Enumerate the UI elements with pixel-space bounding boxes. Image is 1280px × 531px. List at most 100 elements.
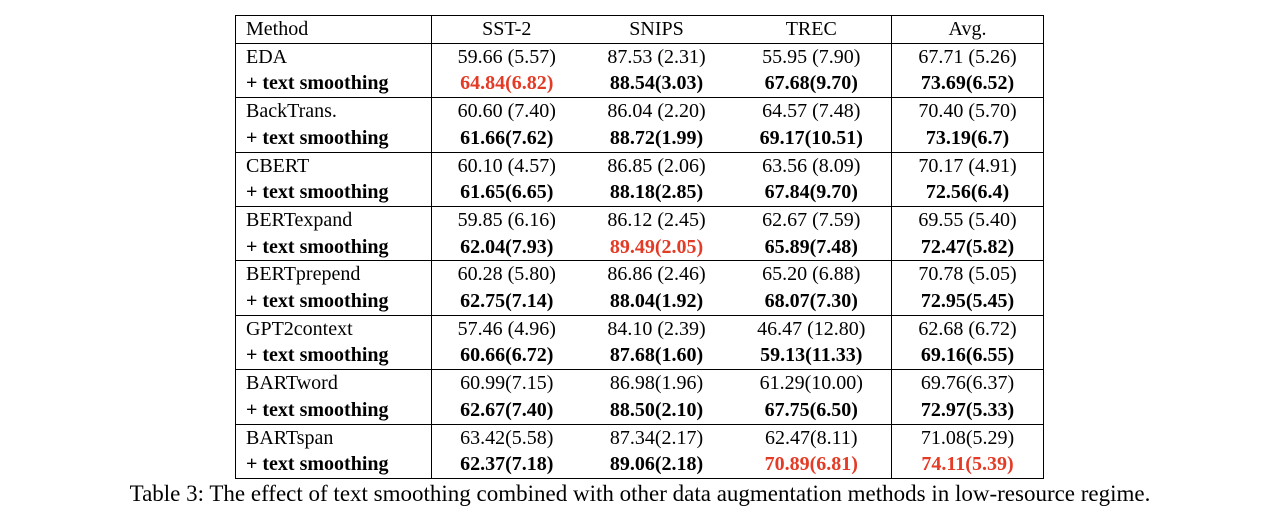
value-cell-sst2: 62.04(7.93): [460, 235, 554, 258]
method-cell: BERTexpand: [235, 206, 432, 234]
table-row: + text smoothing 60.66(6.72) 87.68(1.60) 59…: [235, 342, 1044, 370]
value-cell-snips: 86.04 (2.20): [607, 100, 706, 123]
value-cell-snips: 88.54(3.03): [609, 72, 704, 95]
value-cell-snips: 88.04(1.92): [609, 290, 704, 313]
value-cell-sst2: 60.99(7.15): [460, 372, 554, 395]
value-cell-trec: 67.75(6.50): [764, 398, 858, 421]
value-cell-snips: 87.68(1.60): [609, 344, 704, 367]
table-row: BackTrans. 60.60 (7.40) 86.04 (2.20) 64.57 …: [235, 97, 1044, 125]
value-cell-avg: 70.40 (5.70): [891, 97, 1044, 125]
value-cell-trec: 62.67 (7.59): [762, 208, 861, 231]
table-row: CBERT 60.10 (4.57) 86.85 (2.06) 63.56 (8.09…: [235, 152, 1044, 180]
value-cell-avg: 69.55 (5.40): [891, 206, 1044, 234]
column-header-avg: Avg.: [891, 15, 1044, 44]
column-header-sst2: SST-2: [482, 18, 532, 40]
value-cell-avg: 70.17 (4.91): [891, 152, 1044, 180]
table-body: EDA 59.66 (5.57) 87.53 (2.31) 55.95 (7.90) 6…: [235, 43, 1044, 479]
value-cell-trec: 64.57 (7.48): [762, 100, 861, 123]
header-row: Method SST-2 SNIPS TREC Avg.: [235, 15, 1044, 44]
table-row: + text smoothing 64.84(6.82) 88.54(3.03) 67…: [235, 70, 1044, 98]
table-row: + text smoothing 62.37(7.18) 89.06(2.18) 70…: [235, 451, 1044, 479]
value-cell-sst2: 60.66(6.72): [460, 344, 554, 367]
value-cell-snips: 86.12 (2.45): [607, 208, 706, 231]
method-cell: + text smoothing: [235, 70, 432, 98]
value-cell-sst2: 61.66(7.62): [460, 126, 554, 149]
value-cell-trec: 61.29(10.00): [759, 372, 863, 395]
method-cell: BERTprepend: [235, 260, 432, 289]
value-cell-snips: 86.85 (2.06): [607, 154, 706, 177]
value-cell-trec: 65.89(7.48): [764, 235, 858, 258]
value-cell-avg: 73.69(6.52): [891, 70, 1044, 98]
value-cell-trec: 70.89(6.81): [764, 453, 858, 476]
method-cell: BackTrans.: [235, 97, 432, 125]
value-cell-avg: 71.08(5.29): [891, 424, 1044, 452]
value-cell-avg: 70.78 (5.05): [891, 260, 1044, 289]
method-cell: BARTword: [235, 369, 432, 397]
table-row: + text smoothing 61.66(7.62) 88.72(1.99) 69…: [235, 124, 1044, 153]
value-cell-sst2: 59.66 (5.57): [457, 45, 556, 68]
value-cell-sst2: 60.28 (5.80): [457, 263, 556, 286]
value-cell-sst2: 60.10 (4.57): [457, 154, 556, 177]
method-cell: BARTspan: [235, 424, 432, 452]
value-cell-snips: 88.18(2.85): [609, 181, 704, 204]
value-cell-snips: 87.34(2.17): [609, 426, 704, 449]
method-cell: + text smoothing: [235, 396, 432, 425]
value-cell-trec: 46.47 (12.80): [757, 317, 866, 340]
value-cell-avg: 72.97(5.33): [891, 396, 1044, 425]
method-cell: GPT2context: [235, 315, 432, 343]
method-cell: + text smoothing: [235, 288, 432, 316]
value-cell-avg: 72.56(6.4): [891, 179, 1044, 207]
value-cell-snips: 88.72(1.99): [609, 126, 704, 149]
value-cell-trec: 68.07(7.30): [764, 290, 858, 313]
value-cell-trec: 67.68(9.70): [764, 72, 858, 95]
table-row: GPT2context 57.46 (4.96) 84.10 (2.39) 46.47…: [235, 315, 1044, 343]
method-cell: + text smoothing: [235, 451, 432, 479]
table-row: + text smoothing 61.65(6.65) 88.18(2.85) 67…: [235, 179, 1044, 207]
value-cell-sst2: 62.67(7.40): [460, 398, 554, 421]
value-cell-trec: 69.17(10.51): [759, 126, 863, 149]
value-cell-snips: 89.06(2.18): [609, 453, 704, 476]
value-cell-snips: 89.49(2.05): [609, 235, 704, 258]
value-cell-trec: 63.56 (8.09): [762, 154, 861, 177]
value-cell-snips: 88.50(2.10): [609, 398, 704, 421]
method-cell: EDA: [235, 43, 432, 71]
method-cell: + text smoothing: [235, 124, 432, 153]
value-cell-avg: 72.95(5.45): [891, 288, 1044, 316]
value-cell-sst2: 64.84(6.82): [460, 72, 554, 95]
table-row: BARTword 60.99(7.15) 86.98(1.96) 61.29(10.0…: [235, 369, 1044, 397]
column-header-trec: TREC: [785, 18, 837, 40]
value-cell-trec: 59.13(11.33): [760, 344, 863, 367]
results-table: Method SST-2 SNIPS TREC Avg. EDA 59.66 (5…: [235, 15, 1044, 479]
value-cell-sst2: 62.75(7.14): [460, 290, 554, 313]
column-header-snips: SNIPS: [629, 18, 684, 40]
method-cell: + text smoothing: [235, 342, 432, 370]
method-cell: CBERT: [235, 152, 432, 180]
value-cell-avg: 62.68 (6.72): [891, 315, 1044, 343]
table-header: Method SST-2 SNIPS TREC Avg.: [235, 15, 1044, 44]
table-row: EDA 59.66 (5.57) 87.53 (2.31) 55.95 (7.90) 6…: [235, 43, 1044, 71]
value-cell-trec: 65.20 (6.88): [762, 263, 861, 286]
value-cell-avg: 69.16(6.55): [891, 342, 1044, 370]
value-cell-trec: 62.47(8.11): [764, 426, 858, 449]
table-caption: Table 3: The effect of text smoothing co…: [129, 481, 1151, 506]
value-cell-snips: 86.98(1.96): [609, 372, 704, 395]
table-row: + text smoothing 62.75(7.14) 88.04(1.92) 68…: [235, 288, 1044, 316]
value-cell-snips: 84.10 (2.39): [607, 317, 706, 340]
method-cell: + text smoothing: [235, 179, 432, 207]
table-row: BERTprepend 60.28 (5.80) 86.86 (2.46) 65.20…: [235, 260, 1044, 289]
method-cell: + text smoothing: [235, 233, 432, 261]
value-cell-sst2: 57.46 (4.96): [457, 317, 556, 340]
value-cell-avg: 73.19(6.7): [891, 124, 1044, 153]
value-cell-sst2: 60.60 (7.40): [457, 100, 556, 123]
value-cell-sst2: 61.65(6.65): [460, 181, 554, 204]
column-header-method: Method: [235, 15, 432, 44]
value-cell-trec: 55.95 (7.90): [762, 45, 861, 68]
value-cell-avg: 69.76(6.37): [891, 369, 1044, 397]
value-cell-sst2: 63.42(5.58): [460, 426, 554, 449]
value-cell-avg: 72.47(5.82): [891, 233, 1044, 261]
value-cell-avg: 74.11(5.39): [891, 451, 1044, 479]
table-row: BARTspan 63.42(5.58) 87.34(2.17) 62.47(8.11…: [235, 424, 1044, 452]
value-cell-sst2: 62.37(7.18): [460, 453, 554, 476]
value-cell-snips: 87.53 (2.31): [607, 45, 706, 68]
